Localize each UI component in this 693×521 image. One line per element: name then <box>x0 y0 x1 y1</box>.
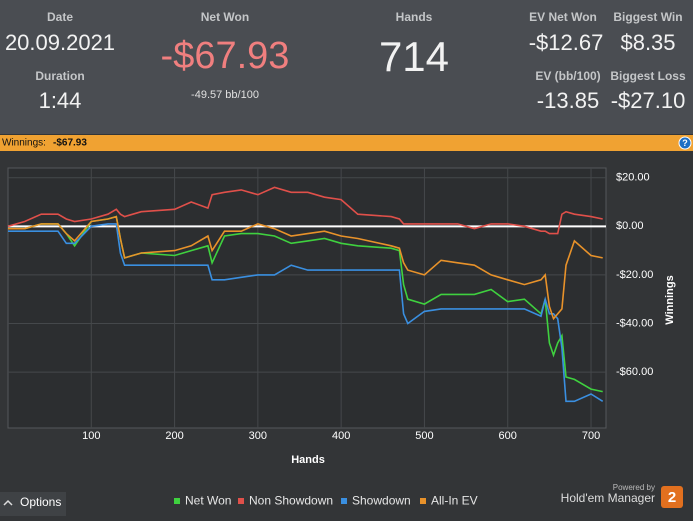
ev-net-won: -$12.67 <box>529 30 604 55</box>
y-axis-label: Winnings <box>664 275 676 324</box>
winnings-label: Winnings: <box>2 138 46 149</box>
bb-per-100: -49.57 bb/100 <box>191 89 259 101</box>
x-tick-label: 500 <box>415 430 433 442</box>
y-tick-label: -$40.00 <box>616 317 653 329</box>
legend-swatch <box>174 498 180 504</box>
duration: 1:44 <box>39 88 82 113</box>
plot-area <box>7 167 607 429</box>
net-won-label: Net Won <box>201 10 249 24</box>
series-line <box>8 215 603 321</box>
y-tick-label: -$60.00 <box>616 366 653 378</box>
x-tick-label: 300 <box>249 430 267 442</box>
brand: Hold'em Manager <box>561 491 655 505</box>
y-tick-label: $0.00 <box>616 220 644 232</box>
x-tick-label: 700 <box>582 430 600 442</box>
date-label: Date <box>47 10 73 24</box>
y-tick-label: -$20.00 <box>616 269 653 281</box>
summary-panel <box>0 0 693 134</box>
hands: 714 <box>379 33 449 80</box>
legend-label: All-In EV <box>431 494 478 508</box>
date: 20.09.2021 <box>5 30 115 55</box>
ev-bb: -13.85 <box>537 88 599 113</box>
hands-label: Hands <box>396 10 433 24</box>
winnings-value: -$67.93 <box>53 138 87 149</box>
legend-label: Non Showdown <box>249 494 333 508</box>
y-tick-label: $20.00 <box>616 172 650 184</box>
x-tick-label: 200 <box>165 430 183 442</box>
x-axis-label: Hands <box>291 454 325 466</box>
legend-swatch <box>420 498 426 504</box>
winnings-bar <box>0 135 693 151</box>
net-won: -$67.93 <box>161 35 290 77</box>
legend-label: Showdown <box>352 494 411 508</box>
help-text: ? <box>682 138 688 148</box>
duration-label: Duration <box>35 69 84 83</box>
options-arrow <box>3 499 13 506</box>
x-tick-label: 600 <box>499 430 517 442</box>
series-line <box>8 223 604 403</box>
legend-swatch <box>341 498 347 504</box>
brand-badge <box>661 486 683 508</box>
brand-badge-text: 2 <box>668 489 676 506</box>
legend-swatch <box>238 498 244 504</box>
powered-by: Powered by <box>613 483 655 492</box>
x-tick-label: 100 <box>82 430 100 442</box>
x-tick-label: 400 <box>332 430 350 442</box>
legend-label: Net Won <box>185 494 231 508</box>
ev-bb-label: EV (bb/100) <box>535 69 600 83</box>
series-line <box>7 186 603 235</box>
biggest-loss: -$27.10 <box>611 88 686 113</box>
help-icon[interactable] <box>678 136 692 150</box>
biggest-win-label: Biggest Win <box>613 10 682 24</box>
ev-net-won-label: EV Net Won <box>529 10 597 24</box>
biggest-loss-label: Biggest Loss <box>610 69 686 83</box>
options-text: Options <box>20 495 61 509</box>
biggest-win: $8.35 <box>620 30 675 55</box>
